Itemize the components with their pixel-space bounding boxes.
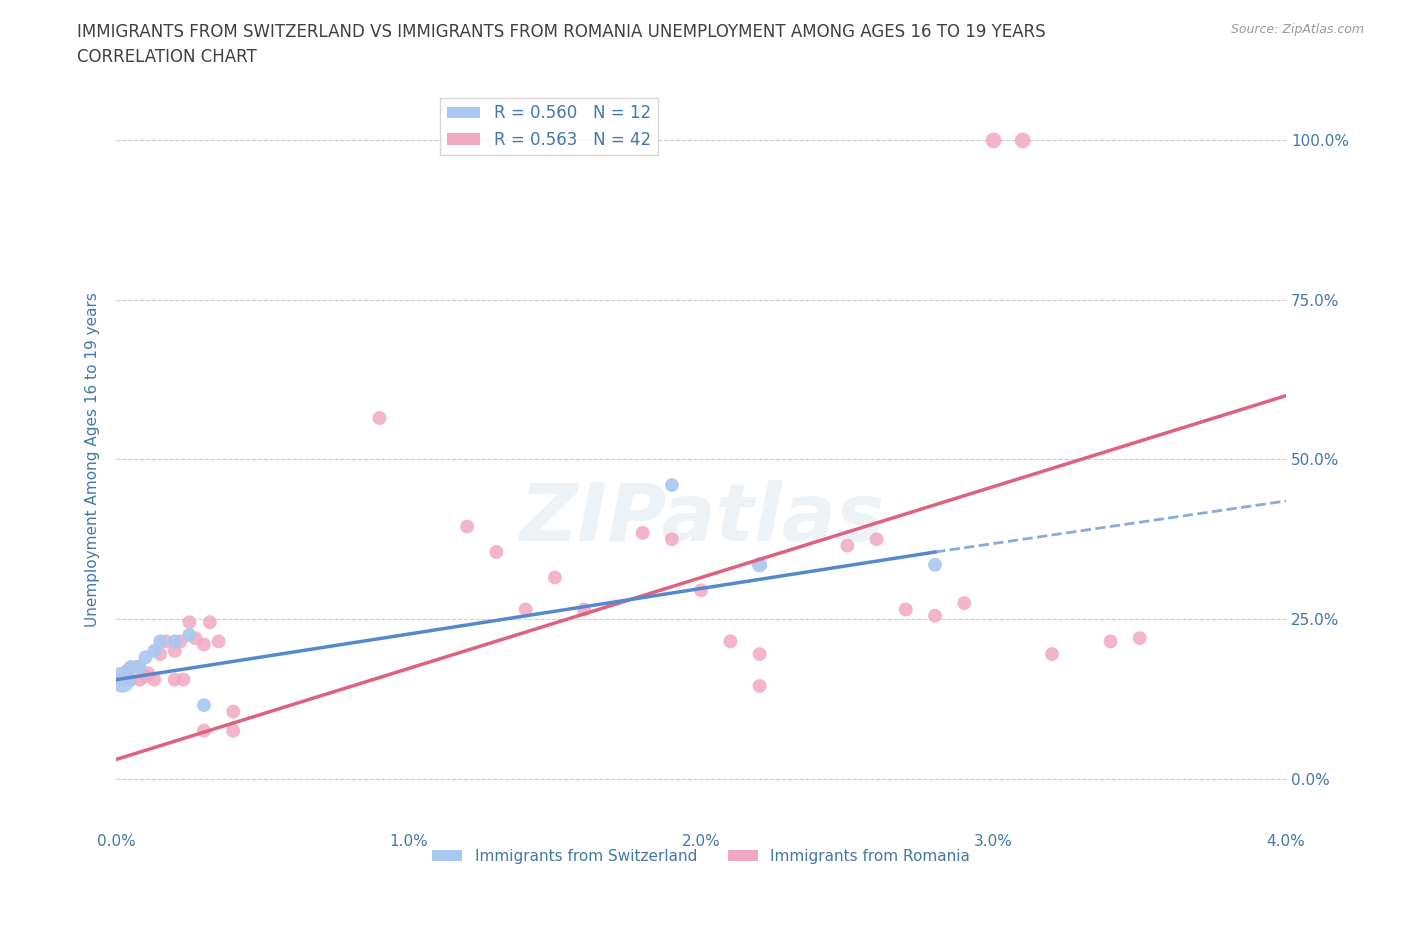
Point: [125, 659, 148, 674]
Point: [661, 532, 683, 547]
Point: [661, 478, 683, 493]
Point: [198, 615, 221, 630]
Point: [149, 634, 172, 649]
Point: [169, 634, 191, 649]
Point: [1040, 646, 1063, 661]
Point: [179, 628, 201, 643]
Point: [572, 602, 595, 617]
Point: [953, 595, 976, 610]
Point: [193, 698, 215, 712]
Point: [120, 672, 142, 687]
Legend: Immigrants from Switzerland, Immigrants from Romania: Immigrants from Switzerland, Immigrants …: [426, 843, 976, 870]
Point: [983, 133, 1005, 148]
Point: [837, 538, 859, 553]
Point: [485, 545, 508, 560]
Point: [134, 669, 156, 684]
Point: [544, 570, 567, 585]
Point: [111, 672, 134, 687]
Point: [718, 634, 741, 649]
Point: [134, 650, 156, 665]
Point: [193, 724, 215, 738]
Point: [163, 644, 186, 658]
Point: [1011, 133, 1033, 148]
Point: [179, 615, 201, 630]
Point: [865, 532, 887, 547]
Point: [117, 663, 139, 678]
Point: [111, 672, 134, 687]
Point: [193, 637, 215, 652]
Point: [690, 583, 713, 598]
Point: [143, 672, 166, 687]
Point: [207, 634, 229, 649]
Point: [631, 525, 654, 540]
Point: [924, 608, 946, 623]
Text: Source: ZipAtlas.com: Source: ZipAtlas.com: [1230, 23, 1364, 36]
Point: [120, 659, 142, 674]
Point: [894, 602, 917, 617]
Point: [748, 646, 770, 661]
Point: [515, 602, 537, 617]
Text: CORRELATION CHART: CORRELATION CHART: [77, 48, 257, 66]
Point: [1099, 634, 1122, 649]
Point: [748, 557, 770, 572]
Point: [163, 672, 186, 687]
Point: [138, 666, 160, 681]
Point: [368, 410, 391, 425]
Text: ZIPatlas: ZIPatlas: [519, 480, 883, 558]
Point: [924, 557, 946, 572]
Point: [155, 634, 177, 649]
Point: [1129, 631, 1152, 645]
Point: [149, 646, 172, 661]
Point: [143, 644, 166, 658]
Point: [748, 679, 770, 694]
Point: [222, 724, 245, 738]
Point: [128, 672, 150, 687]
Point: [184, 631, 207, 645]
Point: [456, 519, 478, 534]
Text: IMMIGRANTS FROM SWITZERLAND VS IMMIGRANTS FROM ROMANIA UNEMPLOYMENT AMONG AGES 1: IMMIGRANTS FROM SWITZERLAND VS IMMIGRANT…: [77, 23, 1046, 41]
Point: [163, 634, 186, 649]
Point: [173, 672, 195, 687]
Point: [222, 704, 245, 719]
Y-axis label: Unemployment Among Ages 16 to 19 years: Unemployment Among Ages 16 to 19 years: [86, 292, 100, 627]
Point: [128, 659, 150, 674]
